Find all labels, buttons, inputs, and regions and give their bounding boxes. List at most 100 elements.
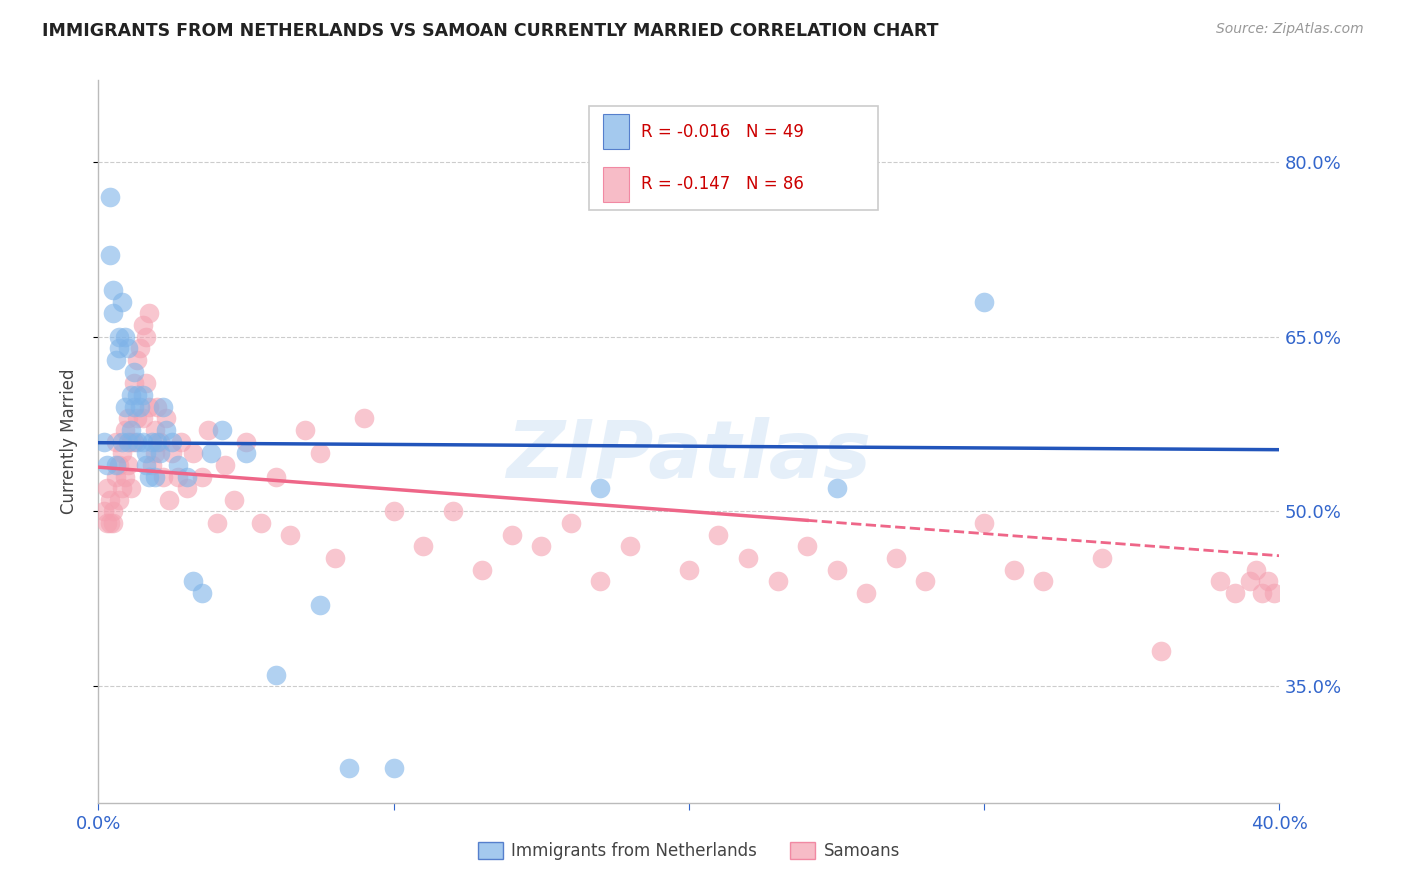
Point xyxy=(294,423,316,437)
Point xyxy=(96,458,118,472)
Point xyxy=(471,563,494,577)
Point xyxy=(98,492,121,507)
Point xyxy=(235,434,257,449)
Point xyxy=(120,388,142,402)
Bar xyxy=(603,114,628,149)
Point xyxy=(143,469,166,483)
Point xyxy=(125,353,148,368)
Point xyxy=(125,388,148,402)
Point xyxy=(1032,574,1054,589)
Point xyxy=(264,469,287,483)
Point xyxy=(103,306,125,320)
Bar xyxy=(603,167,628,202)
Point xyxy=(1225,586,1247,600)
Point xyxy=(122,400,145,414)
Point xyxy=(224,492,246,507)
Point xyxy=(162,446,183,460)
Point xyxy=(111,446,134,460)
Point xyxy=(766,574,789,589)
Point xyxy=(1209,574,1232,589)
Point xyxy=(149,434,172,449)
Point xyxy=(98,248,121,262)
Point xyxy=(132,434,155,449)
Point xyxy=(96,516,118,530)
Point xyxy=(181,446,204,460)
Point xyxy=(122,365,145,379)
Point xyxy=(120,481,142,495)
Point xyxy=(589,574,612,589)
Point xyxy=(309,446,332,460)
Point xyxy=(108,458,131,472)
Point xyxy=(339,761,361,775)
Point xyxy=(309,598,332,612)
Point xyxy=(105,458,128,472)
Point xyxy=(973,516,995,530)
Point xyxy=(93,434,115,449)
Text: ZIPatlas: ZIPatlas xyxy=(506,417,872,495)
Point xyxy=(412,540,434,554)
Point xyxy=(181,574,204,589)
Point xyxy=(155,423,177,437)
Point xyxy=(143,423,166,437)
Point xyxy=(353,411,375,425)
Point xyxy=(1244,563,1267,577)
Point xyxy=(162,434,183,449)
Point xyxy=(530,540,553,554)
Point xyxy=(117,341,139,355)
Y-axis label: Currently Married: Currently Married xyxy=(59,368,77,515)
Point xyxy=(1257,574,1279,589)
Text: R = -0.147   N = 86: R = -0.147 N = 86 xyxy=(641,176,803,194)
Point xyxy=(111,294,134,309)
Point xyxy=(138,469,160,483)
Point xyxy=(132,318,155,332)
Point xyxy=(135,376,157,391)
Point xyxy=(108,329,131,343)
Point xyxy=(103,283,125,297)
Point xyxy=(323,551,346,566)
Text: Source: ZipAtlas.com: Source: ZipAtlas.com xyxy=(1216,22,1364,37)
Point xyxy=(105,434,128,449)
Point xyxy=(619,540,641,554)
Point xyxy=(1250,586,1272,600)
Point xyxy=(103,516,125,530)
Point xyxy=(176,481,198,495)
Point xyxy=(382,761,405,775)
Point xyxy=(825,563,848,577)
Point xyxy=(167,469,190,483)
Point xyxy=(111,481,134,495)
Point xyxy=(105,469,128,483)
Point xyxy=(103,504,125,518)
Point xyxy=(117,434,139,449)
Point xyxy=(146,400,169,414)
Point xyxy=(132,388,155,402)
Point xyxy=(122,376,145,391)
Point xyxy=(152,400,174,414)
Point xyxy=(135,458,157,472)
Point xyxy=(825,481,848,495)
Point xyxy=(93,504,115,518)
Point xyxy=(125,434,148,449)
Point xyxy=(796,540,818,554)
Point xyxy=(914,574,936,589)
Point xyxy=(125,411,148,425)
Point xyxy=(191,469,214,483)
Point xyxy=(560,516,582,530)
Point xyxy=(108,341,131,355)
Point xyxy=(120,434,142,449)
Point xyxy=(1002,563,1025,577)
Point xyxy=(855,586,877,600)
Point xyxy=(135,329,157,343)
Point xyxy=(98,190,121,204)
Point xyxy=(973,294,995,309)
Point xyxy=(114,329,136,343)
Point xyxy=(157,492,180,507)
Point xyxy=(501,528,523,542)
Point xyxy=(128,400,150,414)
Point xyxy=(96,481,118,495)
Point xyxy=(441,504,464,518)
Point xyxy=(205,516,228,530)
Point xyxy=(143,446,166,460)
Point xyxy=(141,434,163,449)
Point xyxy=(1239,574,1261,589)
Point xyxy=(132,411,155,425)
